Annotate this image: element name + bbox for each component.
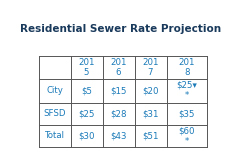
Text: $15: $15 [110, 86, 127, 95]
Text: $60
*: $60 * [178, 126, 195, 145]
Text: 201
7: 201 7 [142, 58, 159, 77]
Text: 201
8: 201 8 [178, 58, 195, 77]
Text: SFSD: SFSD [43, 109, 66, 118]
Text: 201
6: 201 6 [110, 58, 127, 77]
Bar [39, 125, 207, 147]
Text: $51: $51 [142, 131, 159, 140]
Text: Residential Sewer Rate Projection: Residential Sewer Rate Projection [20, 24, 222, 34]
Text: $5: $5 [81, 86, 92, 95]
Text: City: City [46, 86, 63, 95]
Text: $35: $35 [178, 109, 195, 118]
Text: 201
5: 201 5 [78, 58, 95, 77]
Text: $31: $31 [142, 109, 159, 118]
Text: $25: $25 [78, 109, 95, 118]
Bar [39, 56, 207, 79]
Text: $20: $20 [142, 86, 159, 95]
Text: $43: $43 [110, 131, 127, 140]
Text: $30: $30 [78, 131, 95, 140]
Bar [39, 102, 207, 125]
Bar [39, 79, 207, 102]
Text: $25▾
*: $25▾ * [176, 81, 197, 100]
Text: Total: Total [45, 131, 65, 140]
Text: $28: $28 [110, 109, 127, 118]
